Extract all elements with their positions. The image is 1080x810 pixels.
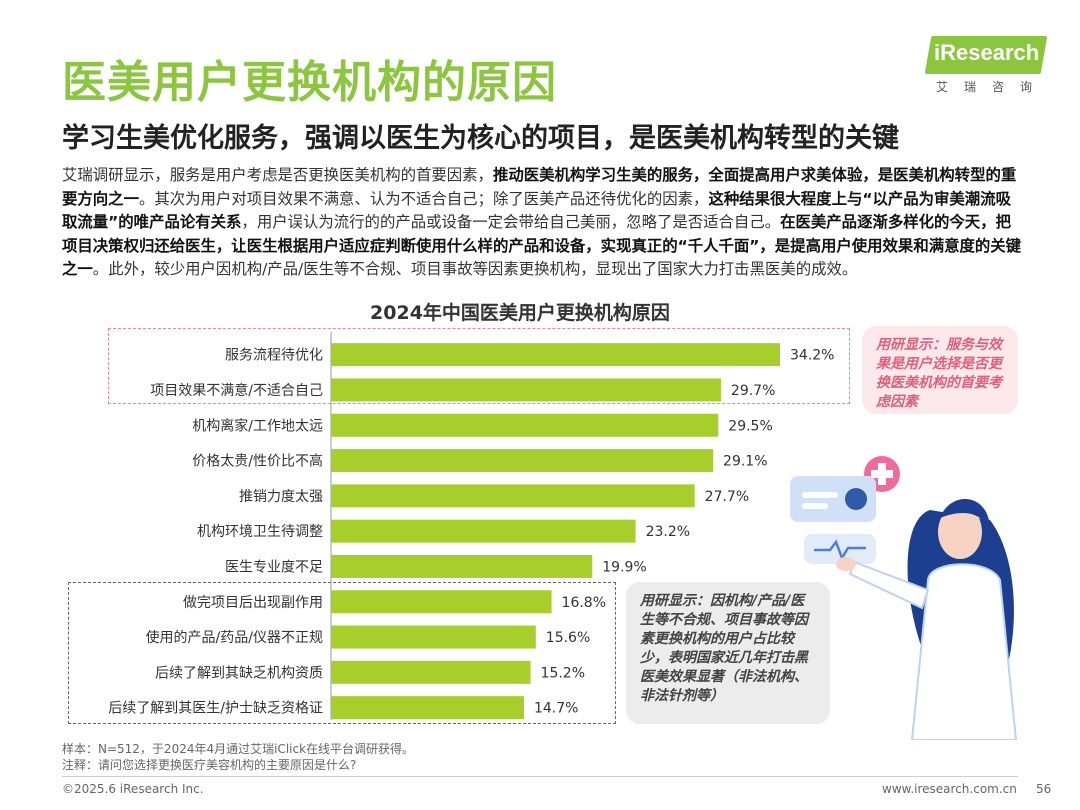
iresearch-logo: iResearch 艾瑞咨询 [924,36,1050,98]
intro-text-2: 。其次为用户对项目效果不满意、认为不适合自己；除了医美产品还待优化的因素， [138,189,709,208]
footnote-sample: 样本：N=512，于2024年4月通过艾瑞iClick在线平台调研获得。 [62,742,415,756]
category-label-2: 机构离家/工作地太远 [192,417,323,434]
callout-service: 用研显示：服务与效果是用户选择是否更换医美机构的首要考虑因素 [862,326,1018,414]
intro-text-4: 。此外，较少用户因机构/产品/医生等不合规、项目事故等因素更换机构，显现出了国家… [92,260,858,278]
category-label-0: 服务流程待优化 [225,348,323,364]
footer-copyright: ©2025.6 iResearch Inc. [62,782,204,796]
footer-divider [62,776,1018,777]
intro-paragraph: 艾瑞调研显示，服务是用户考虑是否更换医美机构的首要因素，推动医美机构学习生美的服… [62,164,1022,282]
page-number: 56 [1036,782,1052,796]
value-label-2: 29.5% [728,418,772,434]
highlight-box-bottom [68,582,616,724]
value-label-1: 29.7% [731,383,775,399]
value-label-9: 15.2% [541,665,585,681]
footer-website: www.iresearch.com.cn [882,782,1017,796]
intro-bold-2: 这种结果很大程度上与“以产品为审美潮流吸取流量”的唯产品论有关系 [62,189,1011,232]
category-label-6: 医生专业度不足 [225,559,323,575]
bar-4 [331,484,695,508]
value-label-10: 14.7% [534,701,578,717]
logo-cn: 艾瑞咨询 [936,80,1049,94]
category-label-9: 后续了解到其缺乏机构资质 [155,664,323,681]
bar-2 [331,413,719,437]
page-title: 医美用户更换机构的原因 [62,57,557,108]
bar-0 [331,343,780,367]
intro-bold-1: 推动医美机构学习生美的服务，全面提高用户求美体验，是医美机构转型的重要方向之一 [62,166,1017,208]
category-label-1: 项目效果不满意/不适合自己 [150,382,323,399]
bar-7 [331,590,552,614]
profile-card-icon [790,476,876,522]
value-label-0: 34.2% [790,348,834,364]
category-label-3: 价格太贵/性价比不高 [192,453,323,470]
category-label-10: 后续了解到其医生/护士缺乏资格证 [108,700,323,717]
value-label-5: 23.2% [646,524,690,540]
category-label-7: 做完项目后出现副作用 [183,595,323,611]
value-label-8: 15.6% [546,630,590,646]
bar-10 [331,696,524,720]
logo-brand: iResearch [934,40,1040,65]
intro-text-3: ，用户误认为流行的的产品或设备一定会带给自己美丽，忽略了是否适合自己。 [241,213,781,231]
bar-6 [331,554,593,578]
chart-title: 2024年中国医美用户更换机构原因 [370,302,670,324]
value-label-4: 27.7% [705,489,749,505]
bar-3 [331,449,714,473]
value-label-6: 19.9% [602,559,646,575]
bar-5 [331,519,636,543]
bar-1 [331,378,721,402]
category-label-4: 推销力度太强 [239,489,323,505]
callout-compliance: 用研显示：因机构/产品/医生等不合规、项目事故等因素更换机构的用户占比较少，表明… [626,582,830,724]
intro-text-1: 艾瑞调研显示，服务是用户考虑是否更换医美机构的首要因素， [62,166,493,184]
doctor-figure [836,498,1018,740]
value-label-7: 16.8% [562,595,606,611]
doctor-illustration [790,456,1018,740]
heartbeat-card-icon [804,534,876,564]
bar-8 [331,625,536,649]
category-label-8: 使用的产品/药品/仪器不正规 [146,629,323,646]
value-label-3: 29.1% [723,454,767,470]
footnote-note: 注释：请问您选择更换医疗美容机构的主要原因是什么? [62,758,357,772]
category-label-5: 机构环境卫生待调整 [197,524,323,540]
page-subtitle: 学习生美优化服务，强调以医生为核心的项目，是医美机构转型的关键 [62,123,899,154]
highlight-box-top [108,328,850,404]
intro-bold-3: 在医美产品逐渐多样化的今天，把项目决策权归还给医生，让医生根据用户适应症判断使用… [62,213,1022,278]
bar-9 [331,660,531,684]
